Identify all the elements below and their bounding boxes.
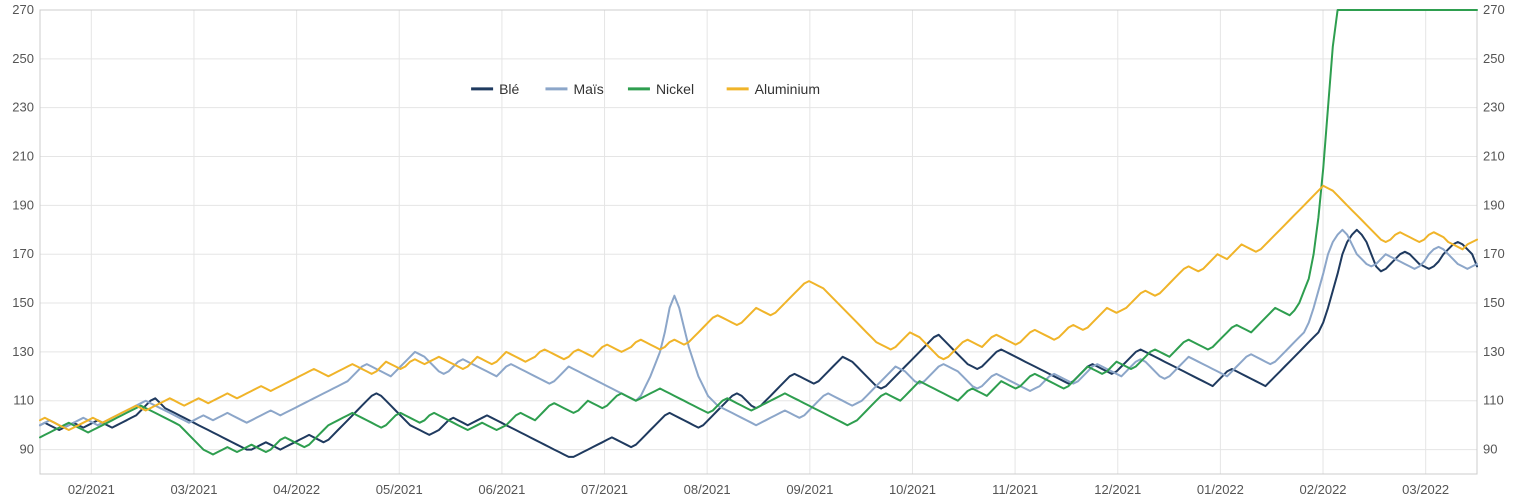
y-tick-label-left: 270 [12, 2, 34, 17]
y-tick-label-right: 90 [1483, 442, 1497, 457]
y-tick-label-left: 130 [12, 344, 34, 359]
x-tick-label: 06/2021 [478, 482, 525, 497]
x-tick-label: 11/2021 [992, 482, 1038, 497]
y-tick-label-right: 150 [1483, 295, 1505, 310]
x-tick-label: 02/2022 [1300, 482, 1347, 497]
x-tick-label: 12/2021 [1094, 482, 1141, 497]
y-tick-label-left: 250 [12, 51, 34, 66]
y-tick-label-left: 170 [12, 246, 34, 261]
y-tick-label-left: 190 [12, 197, 34, 212]
legend-label-aluminium: Aluminium [755, 81, 820, 97]
y-tick-label-right: 270 [1483, 2, 1505, 17]
x-tick-label: 04/2022 [273, 482, 320, 497]
y-tick-label-right: 130 [1483, 344, 1505, 359]
x-tick-label: 09/2021 [786, 482, 833, 497]
y-tick-label-right: 230 [1483, 100, 1505, 115]
y-tick-label-left: 110 [13, 393, 34, 408]
legend-label-nickel: Nickel [656, 81, 694, 97]
y-tick-label-left: 210 [12, 149, 34, 164]
commodity-index-line-chart: 90 90 110 110 130 130 150 150 170 170 190 190 210 210… [0, 0, 1521, 504]
legend-label-blé: Blé [499, 81, 519, 97]
y-tick-label-right: 190 [1483, 197, 1505, 212]
y-tick-label-right: 210 [1483, 149, 1505, 164]
x-tick-label: 03/2021 [170, 482, 217, 497]
legend-label-maïs: Maïs [573, 81, 603, 97]
y-tick-label-right: 110 [1483, 393, 1504, 408]
x-tick-label: 05/2021 [376, 482, 423, 497]
y-tick-label-right: 250 [1483, 51, 1505, 66]
x-tick-label: 01/2022 [1197, 482, 1244, 497]
y-tick-label-right: 170 [1483, 246, 1505, 261]
x-tick-label: 10/2021 [889, 482, 936, 497]
x-tick-label: 07/2021 [581, 482, 628, 497]
y-tick-label-left: 150 [12, 295, 34, 310]
y-tick-label-left: 90 [20, 442, 34, 457]
x-tick-label: 08/2021 [684, 482, 731, 497]
y-tick-label-left: 230 [12, 100, 34, 115]
x-tick-label: 02/2021 [68, 482, 115, 497]
x-tick-label: 03/2022 [1402, 482, 1449, 497]
chart-svg: 90 90 110 110 130 130 150 150 170 170 190 190 210 210… [0, 0, 1521, 504]
